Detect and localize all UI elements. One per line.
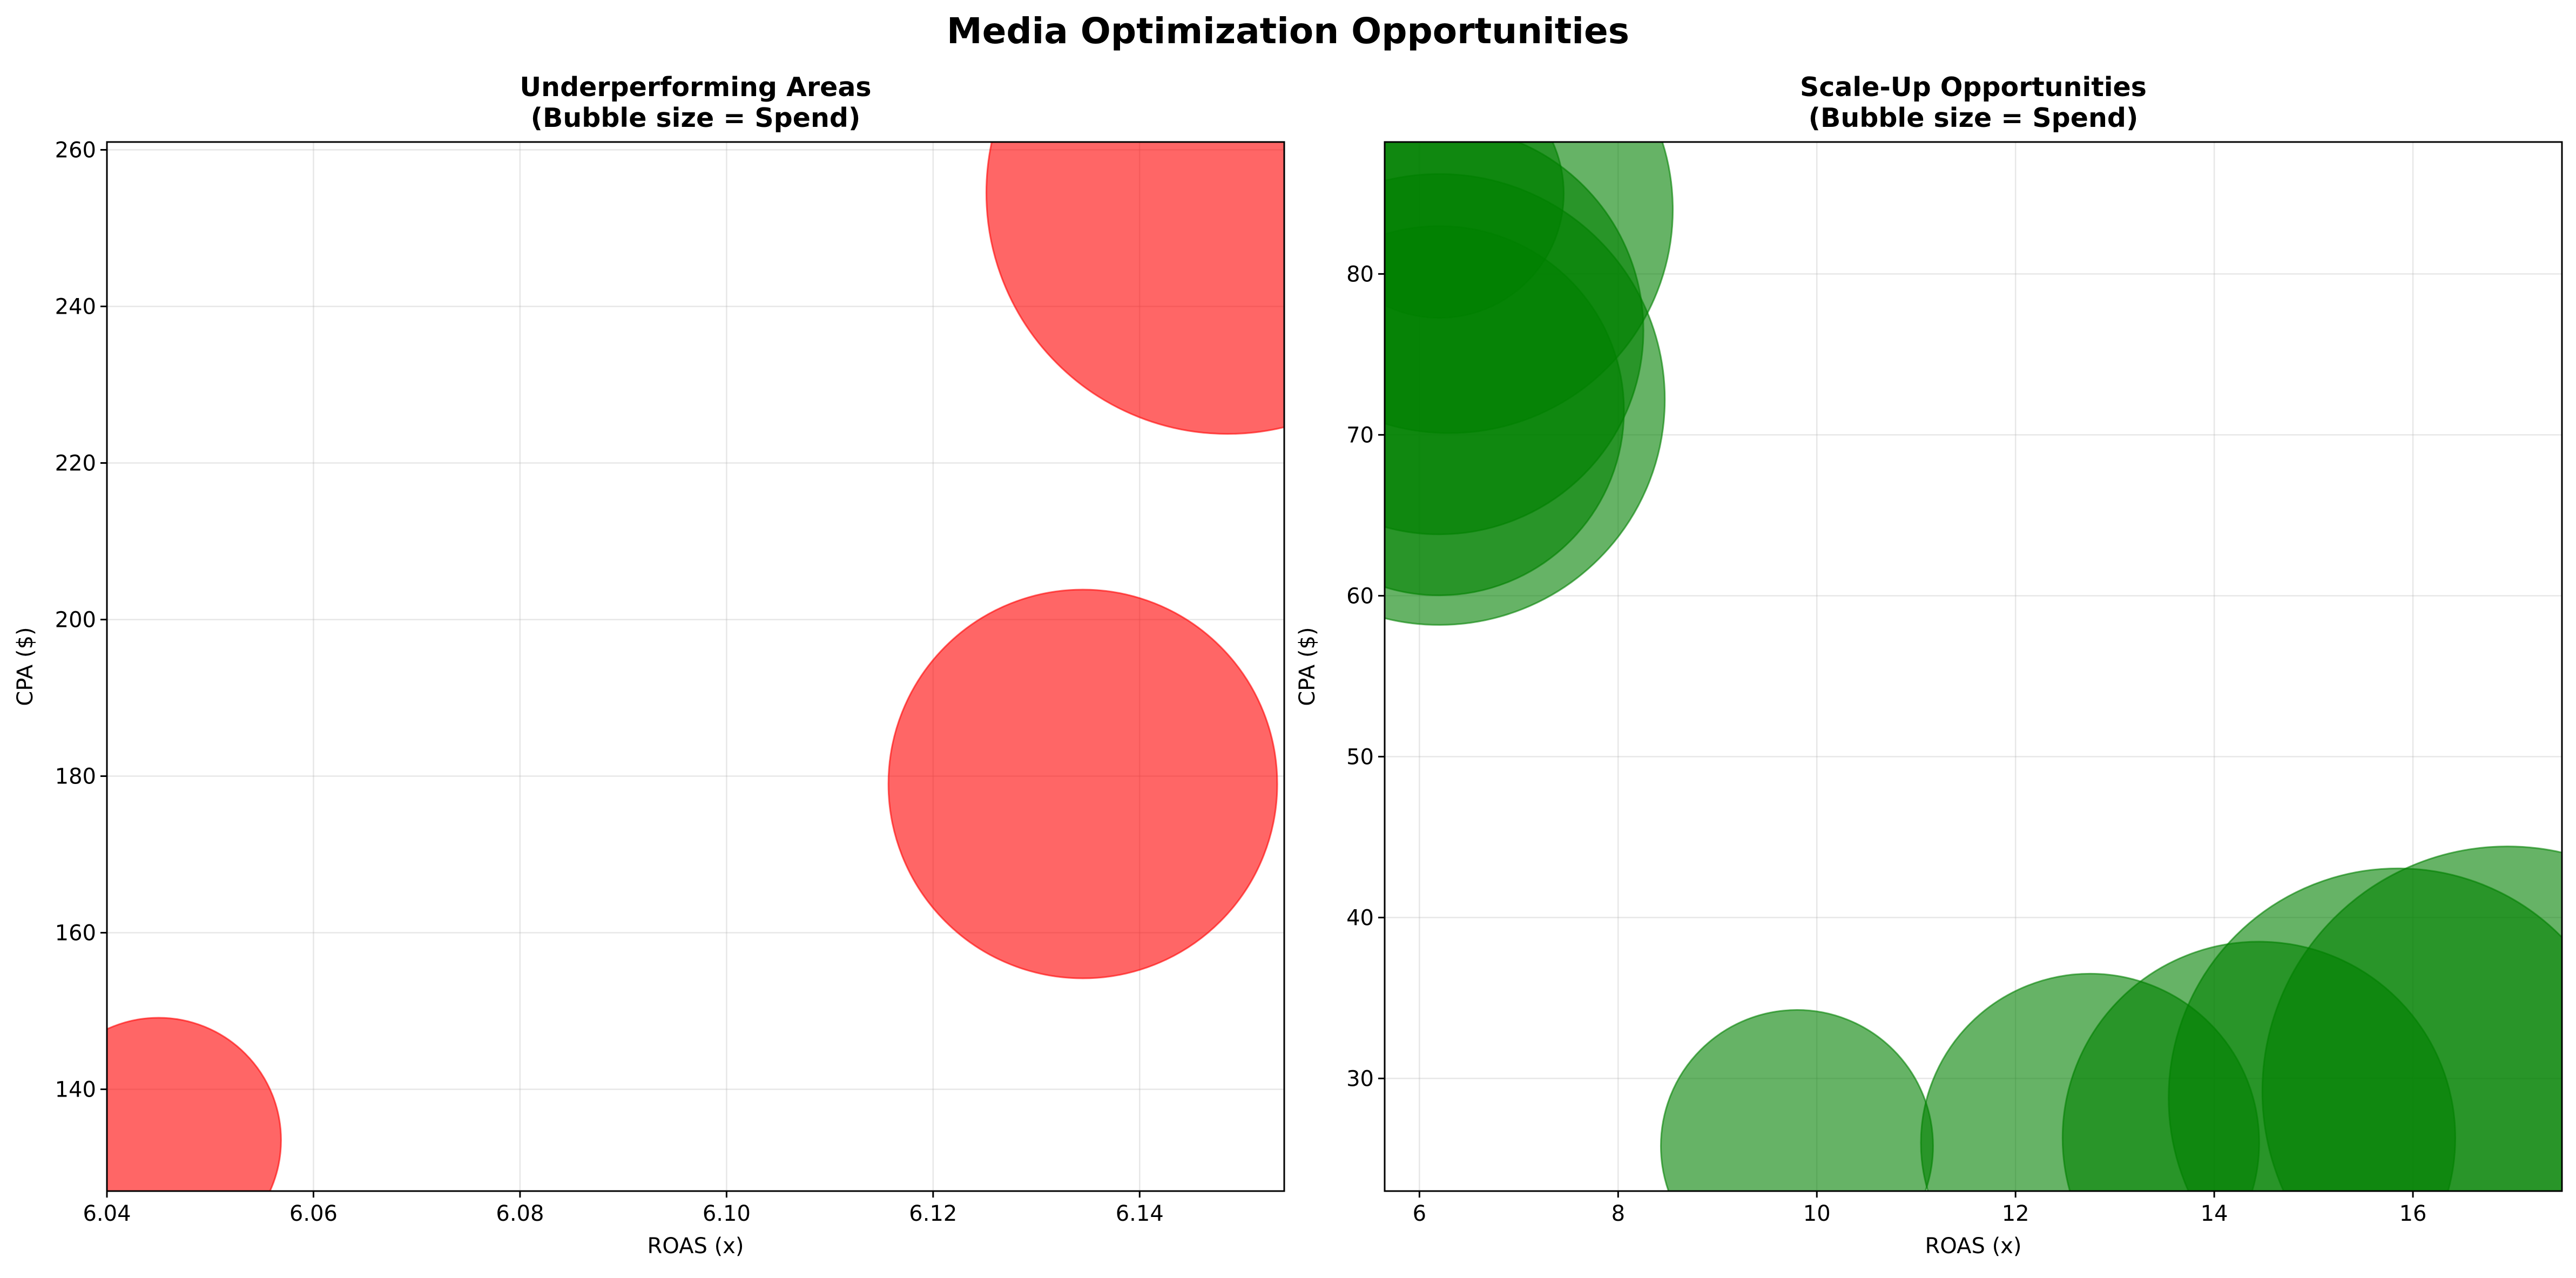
y-tick-label: 180 bbox=[55, 765, 96, 789]
bubble-underperforming-2 bbox=[887, 589, 1278, 979]
y-axis-label: CPA ($) bbox=[13, 627, 38, 706]
y-tick-label: 30 bbox=[1346, 1066, 1374, 1091]
y-tick-label: 40 bbox=[1346, 905, 1374, 930]
x-tick-label: 12 bbox=[2002, 1201, 2029, 1226]
y-tick-label: 70 bbox=[1346, 423, 1374, 448]
bubble-scaleup-5 bbox=[1385, 142, 1644, 536]
panel-title-scaleup-line-1: Scale-Up Opportunities bbox=[1800, 72, 2147, 103]
x-axis-label: ROAS (x) bbox=[648, 1234, 744, 1259]
scale-up-opportunities-panel: Scale-Up Opportunities(Bubble size = Spe… bbox=[1295, 72, 2563, 1259]
axes-frame bbox=[1384, 141, 2563, 1192]
y-tick-label: 200 bbox=[55, 608, 96, 633]
x-tick-label: 6.06 bbox=[289, 1201, 338, 1226]
panel-title-scaleup-line-2: (Bubble size = Spend) bbox=[1809, 103, 2139, 133]
x-tick-label: 10 bbox=[1803, 1201, 1831, 1226]
y-tick-label: 80 bbox=[1346, 262, 1374, 287]
bubble-scaleup-10 bbox=[2261, 846, 2562, 1191]
bubble-underperforming-3 bbox=[986, 142, 1284, 435]
panel-title-underperforming-line-2: (Bubble size = Spend) bbox=[531, 103, 861, 133]
underperforming-areas-panel: Underperforming Areas(Bubble size = Spen… bbox=[13, 72, 1285, 1259]
x-tick-label: 8 bbox=[1611, 1201, 1625, 1226]
x-axis-label: ROAS (x) bbox=[1925, 1234, 2022, 1259]
y-tick-label: 160 bbox=[55, 921, 96, 946]
x-tick-label: 16 bbox=[2399, 1201, 2427, 1226]
y-tick-label: 50 bbox=[1346, 745, 1374, 769]
axes-frame bbox=[106, 141, 1285, 1192]
x-tick-label: 14 bbox=[2201, 1201, 2228, 1226]
bubble-scaleup-6 bbox=[1660, 1009, 1934, 1191]
x-tick-label: 6.14 bbox=[1116, 1201, 1164, 1226]
y-tick-label: 240 bbox=[55, 295, 96, 320]
x-tick-label: 6.12 bbox=[909, 1201, 957, 1226]
bubble-underperforming-1 bbox=[107, 1017, 282, 1191]
bubble-group bbox=[1385, 142, 2562, 1191]
y-tick-label: 140 bbox=[55, 1078, 96, 1103]
panel-title-underperforming-line-1: Underperforming Areas bbox=[520, 72, 871, 103]
figure-title: Media Optimization Opportunities bbox=[947, 10, 1629, 52]
x-tick-label: 6 bbox=[1413, 1201, 1426, 1226]
bubble-group bbox=[107, 142, 1284, 1191]
x-tick-label: 6.10 bbox=[703, 1201, 751, 1226]
y-tick-label: 260 bbox=[55, 138, 96, 163]
y-tick-label: 220 bbox=[55, 451, 96, 476]
y-axis-label: CPA ($) bbox=[1295, 627, 1320, 706]
x-tick-label: 6.04 bbox=[83, 1201, 131, 1226]
y-tick-label: 60 bbox=[1346, 584, 1374, 608]
x-tick-label: 6.08 bbox=[496, 1201, 544, 1226]
